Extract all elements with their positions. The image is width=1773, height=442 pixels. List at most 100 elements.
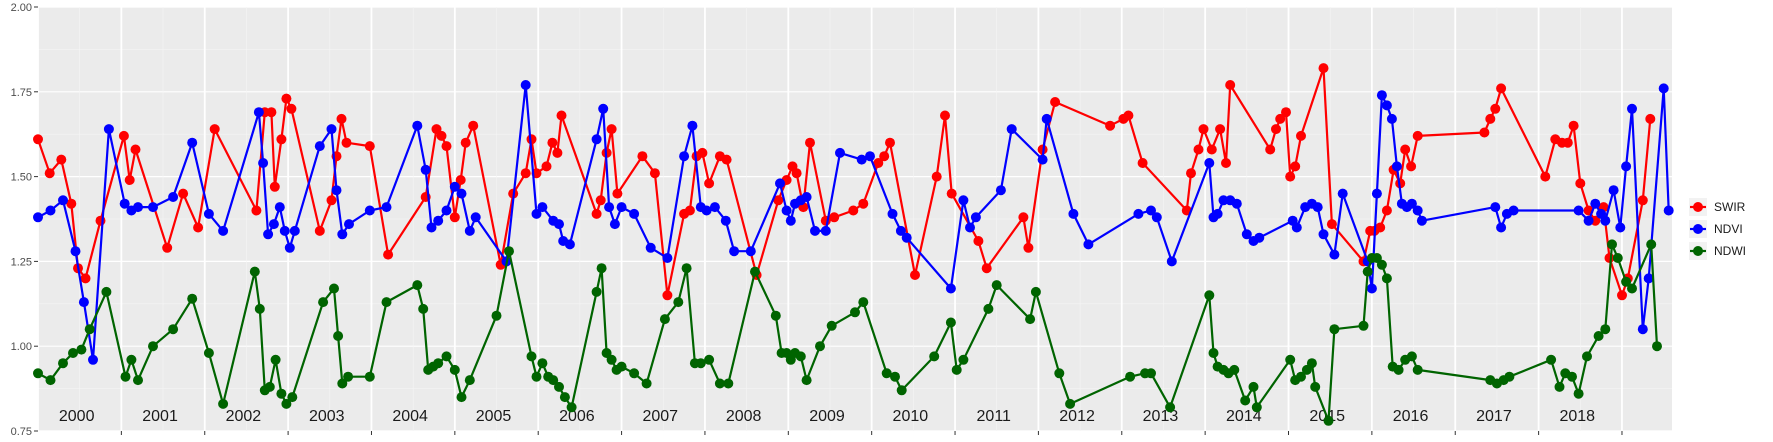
data-point-ndwi xyxy=(1204,290,1215,301)
data-point-ndwi xyxy=(412,280,423,291)
data-point-ndvi xyxy=(1608,185,1619,196)
legend-item-ndvi: NDVI xyxy=(1689,220,1743,238)
data-point-swir xyxy=(1318,63,1329,74)
data-point-ndwi xyxy=(281,398,292,409)
data-point-ndvi xyxy=(701,205,712,216)
data-point-ndwi xyxy=(945,317,956,328)
data-point-ndwi xyxy=(433,358,444,369)
data-point-swir xyxy=(1271,124,1281,135)
data-point-ndvi xyxy=(268,219,279,230)
data-point-ndvi xyxy=(1376,90,1387,101)
data-point-ndvi xyxy=(412,120,423,131)
data-point-ndvi xyxy=(420,164,431,175)
year-label: 2018 xyxy=(1559,408,1595,425)
data-point-ndvi xyxy=(331,185,342,196)
data-point-ndwi xyxy=(504,246,514,257)
data-point-ndvi xyxy=(218,225,229,236)
data-point-swir xyxy=(910,270,920,280)
data-point-swir xyxy=(44,168,55,179)
data-point-swir xyxy=(1123,110,1134,121)
data-point-swir xyxy=(336,113,347,124)
data-point-ndwi xyxy=(983,303,994,314)
data-point-ndvi xyxy=(1041,113,1052,124)
data-point-ndwi xyxy=(456,392,467,403)
data-point-ndvi xyxy=(78,297,89,308)
data-point-ndwi xyxy=(1627,283,1637,294)
data-point-ndvi xyxy=(970,212,981,223)
data-point-ndwi xyxy=(264,381,275,392)
year-label: 2005 xyxy=(476,408,512,425)
data-point-ndwi xyxy=(318,297,329,308)
data-point-swir xyxy=(1400,144,1411,155)
data-point-swir xyxy=(873,158,884,168)
year-label: 2002 xyxy=(226,408,262,425)
data-point-ndwi xyxy=(991,280,1002,291)
data-point-ndwi xyxy=(1285,354,1296,365)
data-point-ndvi xyxy=(1254,232,1265,243)
y-tick-label: 1.25 xyxy=(11,256,32,268)
data-point-ndvi xyxy=(745,246,756,257)
data-point-swir xyxy=(1575,178,1586,189)
data-point-swir xyxy=(662,290,673,301)
data-point-swir xyxy=(468,120,479,131)
data-point-swir xyxy=(1479,127,1490,138)
data-point-ndvi xyxy=(901,232,912,243)
data-point-swir xyxy=(1540,171,1551,182)
data-point-swir xyxy=(364,141,375,152)
data-point-ndwi xyxy=(896,385,907,396)
data-point-ndwi xyxy=(1329,324,1340,335)
data-point-swir xyxy=(326,195,337,206)
year-label: 2010 xyxy=(893,408,929,425)
data-point-ndvi xyxy=(781,205,792,216)
data-point-swir xyxy=(66,198,77,209)
data-point-ndwi xyxy=(606,354,617,365)
data-point-ndwi xyxy=(681,263,692,274)
data-point-ndvi xyxy=(1621,161,1632,172)
data-point-swir xyxy=(940,110,950,121)
data-point-ndvi xyxy=(775,178,785,189)
data-point-ndwi xyxy=(343,371,354,382)
data-point-swir xyxy=(1381,205,1392,216)
data-point-ndwi xyxy=(249,266,260,277)
data-point-ndwi xyxy=(218,398,229,409)
data-point-ndwi xyxy=(526,351,537,362)
data-point-swir xyxy=(1221,158,1231,168)
data-point-swir xyxy=(1490,103,1501,114)
data-point-ndwi xyxy=(337,378,348,389)
data-point-ndvi xyxy=(616,202,627,213)
data-point-ndwi xyxy=(554,381,564,392)
data-point-ndwi xyxy=(276,388,287,399)
data-point-swir xyxy=(885,137,895,148)
data-point-ndvi xyxy=(258,158,269,168)
data-point-ndvi xyxy=(1366,283,1377,294)
data-point-ndvi xyxy=(1329,249,1340,260)
data-point-ndvi xyxy=(344,219,354,230)
data-point-ndwi xyxy=(591,286,602,297)
data-point-ndvi xyxy=(564,239,575,250)
data-point-ndwi xyxy=(1306,358,1317,369)
data-point-ndwi xyxy=(168,324,179,335)
legend-item-ndwi: NDWI xyxy=(1689,242,1746,260)
data-point-ndwi xyxy=(770,310,781,321)
data-point-swir xyxy=(858,198,869,209)
data-point-swir xyxy=(193,222,204,233)
data-point-swir xyxy=(33,134,43,145)
data-point-swir xyxy=(931,171,942,182)
data-point-swir xyxy=(118,130,129,141)
data-point-ndwi xyxy=(1504,371,1515,382)
data-point-ndwi xyxy=(958,354,969,365)
data-point-ndvi xyxy=(1583,215,1594,226)
data-point-ndwi xyxy=(881,368,892,379)
data-point-swir xyxy=(1412,130,1423,141)
data-point-ndvi xyxy=(1412,205,1423,216)
data-point-ndvi xyxy=(1151,212,1162,223)
data-point-swir xyxy=(286,103,297,114)
data-point-ndvi xyxy=(58,195,68,206)
data-point-ndwi xyxy=(187,293,198,304)
data-series xyxy=(33,63,1674,426)
data-point-ndwi xyxy=(1621,276,1632,287)
data-point-ndvi xyxy=(645,242,656,253)
data-point-ndvi xyxy=(995,185,1006,196)
data-point-swir xyxy=(805,137,815,148)
data-point-ndvi xyxy=(1391,161,1402,172)
